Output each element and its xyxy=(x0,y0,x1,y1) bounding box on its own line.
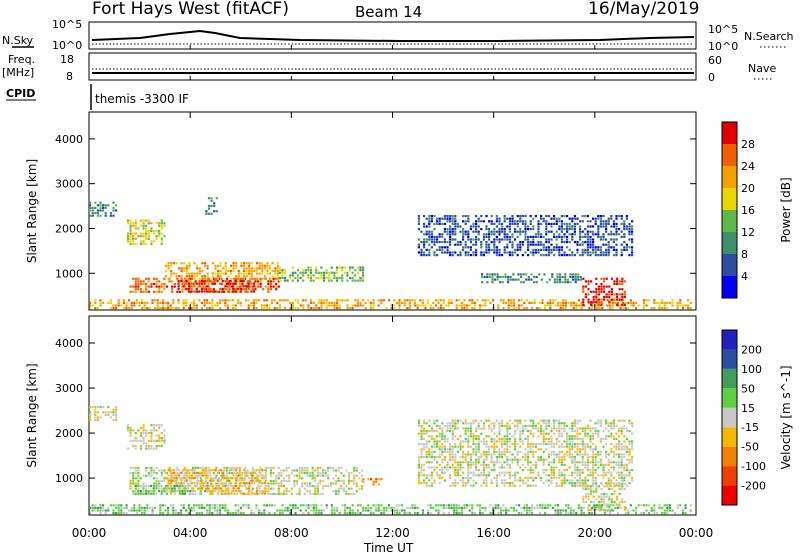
velocity-colorbar-tick: -50 xyxy=(741,441,759,454)
power-colorbar-tick: 4 xyxy=(741,270,748,283)
power-colorbar-frame xyxy=(721,121,738,299)
freq-tick-high: 18 xyxy=(60,53,74,66)
velocity-colorbar-segment xyxy=(722,407,737,428)
velocity-colorbar-segment xyxy=(722,427,737,447)
velocity-colorbar-segment xyxy=(722,388,737,408)
velocity-colorbar-tick: -15 xyxy=(741,421,759,434)
power-ytick-label: 4000 xyxy=(55,133,83,146)
velocity-colorbar-segment xyxy=(722,466,737,486)
power-colorbar-tick: 16 xyxy=(741,204,755,217)
power-echo-region xyxy=(89,201,118,217)
velocity-colorbar-tick: -100 xyxy=(741,460,766,473)
power-ytick-label: 2000 xyxy=(55,222,83,235)
nsky-panel-frame xyxy=(88,21,697,50)
station-title: Fort Hays West (fitACF) xyxy=(92,0,289,19)
velocity-colorbar-label: Velocity [m s^-1] xyxy=(779,365,793,469)
power-colorbar-segment xyxy=(722,254,737,276)
power-echo-region xyxy=(164,262,279,280)
velocity-echo-region xyxy=(134,484,192,495)
velocity-colorbar-tick: 50 xyxy=(741,382,755,395)
velocity-echo-region xyxy=(89,504,692,515)
velocity-colorbar-segment xyxy=(722,349,737,369)
power-colorbar-segment xyxy=(722,166,737,188)
nave-tick-low: 0 xyxy=(708,71,715,84)
cpid-text: themis -3300 IF xyxy=(95,92,189,106)
velocity-ytick-label: 3000 xyxy=(55,382,83,395)
velocity-echo-region xyxy=(89,406,118,422)
nsky-label: N.Sky xyxy=(2,34,34,47)
velocity-colorbar-segment xyxy=(722,446,737,467)
freq-panel-frame xyxy=(88,52,697,81)
velocity-colorbar-tick: 15 xyxy=(741,402,755,415)
power-colorbar-tick: 28 xyxy=(741,138,755,151)
power-colorbar-segment xyxy=(722,210,737,232)
velocity-ytick-label: 1000 xyxy=(55,472,83,485)
power-colorbar-tick: 8 xyxy=(741,248,748,261)
velocity-colorbar-segment xyxy=(722,485,737,505)
velocity-echo-region xyxy=(164,469,266,495)
velocity-colorbar-frame xyxy=(721,329,738,506)
velocity-colorbar-tick: 200 xyxy=(741,343,762,356)
power-colorbar-segment xyxy=(722,188,737,210)
power-echo-region xyxy=(582,277,626,306)
power-echo-region xyxy=(481,273,582,284)
velocity-echo-region xyxy=(126,424,166,450)
power-echo-region xyxy=(205,197,218,215)
power-echo-region xyxy=(89,299,692,310)
power-echo-region xyxy=(278,266,365,282)
freq-label-1: Freq. xyxy=(8,53,35,66)
power-colorbar-label: Power [dB] xyxy=(779,177,793,242)
nsky-tick-low: 10^0 xyxy=(52,39,82,52)
velocity-colorbar-segment xyxy=(722,368,737,389)
velocity-echo-region xyxy=(417,419,634,487)
time-axis-label: Time UT xyxy=(363,541,414,554)
power-panel: 1000 2000 3000 4000 Slant Range [km] xyxy=(25,111,697,311)
velocity-colorbar-tick: -200 xyxy=(741,480,766,493)
power-ytick-label: 3000 xyxy=(55,178,83,191)
nsearch-tick-low: 10^0 xyxy=(708,40,738,53)
time-tick-label: 08:00 xyxy=(274,526,309,540)
power-colorbar-tick: 24 xyxy=(741,160,755,173)
time-tick-label: 00:00 xyxy=(72,526,107,540)
velocity-ytick-label: 2000 xyxy=(55,427,83,440)
velocity-colorbar-tick: 100 xyxy=(741,363,762,376)
cpid-label: CPID xyxy=(6,87,35,100)
power-ytick-label: 1000 xyxy=(55,267,83,280)
power-colorbar-tick: 12 xyxy=(741,226,755,239)
nave-tick-high: 60 xyxy=(708,54,722,67)
power-echo-region xyxy=(417,215,634,257)
power-colorbar: 4 8 12 16 20 24 28 Power [dB] xyxy=(721,121,793,299)
velocity-colorbar: -200 -100 -50 -15 15 50 100 200 Velocity [m s^-1… xyxy=(721,329,793,506)
time-tick-label: 16:00 xyxy=(476,526,511,540)
time-tick-label: 04:00 xyxy=(173,526,208,540)
nsearch-label: N.Search xyxy=(744,30,794,43)
nsearch-tick-high: 10^5 xyxy=(708,23,738,36)
power-colorbar-segment xyxy=(722,276,737,298)
time-tick-label: 12:00 xyxy=(375,526,410,540)
velocity-colorbar-segment xyxy=(722,330,737,350)
power-colorbar-segment xyxy=(722,122,737,144)
power-colorbar-segment xyxy=(722,232,737,254)
nsky-tick-high: 10^5 xyxy=(52,18,82,31)
power-colorbar-segment xyxy=(722,144,737,166)
time-tick-label: 20:00 xyxy=(578,526,613,540)
nsky-trace xyxy=(91,29,695,42)
time-axis: 00:00 04:00 08:00 12:00 16:00 20:00 00:00 xyxy=(72,526,714,540)
time-tick-label: 00:00 xyxy=(679,526,714,540)
freq-label-2: [MHz] xyxy=(2,66,34,79)
velocity-echo-region xyxy=(582,482,626,511)
velocity-ytick-label: 4000 xyxy=(55,337,83,350)
velocity-panel: 1000 2000 3000 4000 Slant Range [km] xyxy=(25,315,697,516)
freq-tick-low: 8 xyxy=(66,70,73,83)
beam-title: Beam 14 xyxy=(355,3,422,21)
power-echo-region xyxy=(177,280,256,293)
velocity-ylabel: Slant Range [km] xyxy=(25,363,39,467)
date-title: 16/May/2019 xyxy=(588,0,700,19)
velocity-echo-region xyxy=(362,478,383,486)
power-echo-region xyxy=(126,219,166,246)
nave-label: Nave xyxy=(748,62,776,75)
power-colorbar-tick: 20 xyxy=(741,182,755,195)
power-ylabel: Slant Range [km] xyxy=(25,159,39,263)
